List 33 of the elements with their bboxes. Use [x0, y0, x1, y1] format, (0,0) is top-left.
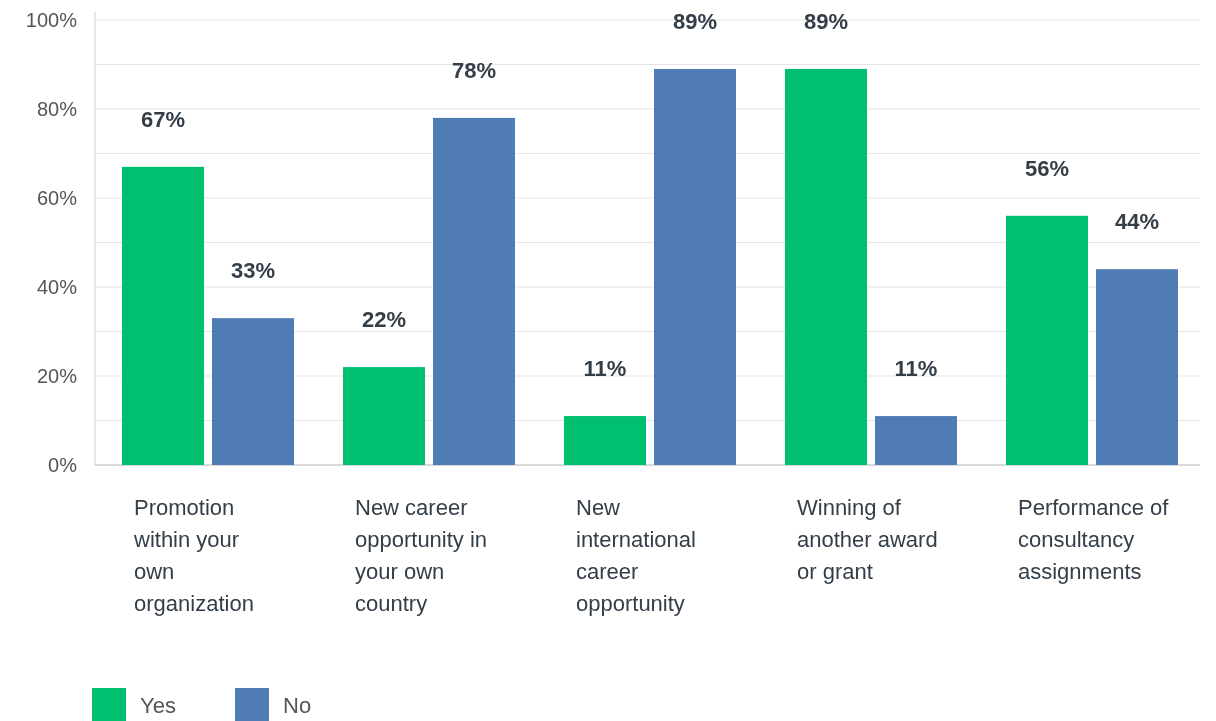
- data-label: 44%: [1114, 209, 1160, 235]
- x-tick-label: Winning of another award or grant: [797, 495, 938, 584]
- data-label: 11%: [583, 356, 627, 382]
- y-tick-label: 20%: [36, 365, 78, 387]
- bar: [1096, 269, 1178, 465]
- y-tick-label: 80%: [36, 98, 78, 120]
- y-tick-label: 0%: [48, 454, 78, 476]
- x-tick-label: Promotion within your own organization: [133, 495, 254, 616]
- x-tick-label: New career opportunity in your own country: [355, 495, 488, 616]
- bar: [122, 166, 204, 465]
- bar: [212, 318, 294, 465]
- x-tick-label: New international career opportunity: [576, 495, 696, 616]
- data-label: 78%: [451, 57, 497, 83]
- y-tick-label: 100%: [25, 9, 78, 31]
- y-tick-label: 60%: [36, 187, 78, 209]
- legend-label: Yes: [140, 692, 176, 718]
- data-label: 89%: [803, 8, 849, 34]
- bar: [654, 68, 736, 465]
- bar: [875, 416, 957, 465]
- bar: [564, 416, 646, 465]
- data-label: 11%: [894, 356, 938, 382]
- x-tick-label: Performance of consultancy assignments: [1018, 495, 1170, 584]
- bar: [1006, 215, 1088, 465]
- y-tick-label: 40%: [36, 276, 78, 298]
- data-label: 67%: [140, 106, 186, 132]
- data-label: 22%: [361, 307, 407, 333]
- bar: [785, 68, 867, 465]
- data-label: 33%: [230, 258, 276, 284]
- legend-label: No: [283, 692, 312, 718]
- bar: [433, 117, 515, 465]
- data-label: 56%: [1024, 155, 1070, 181]
- data-label: 89%: [672, 8, 718, 34]
- bar: [343, 367, 425, 465]
